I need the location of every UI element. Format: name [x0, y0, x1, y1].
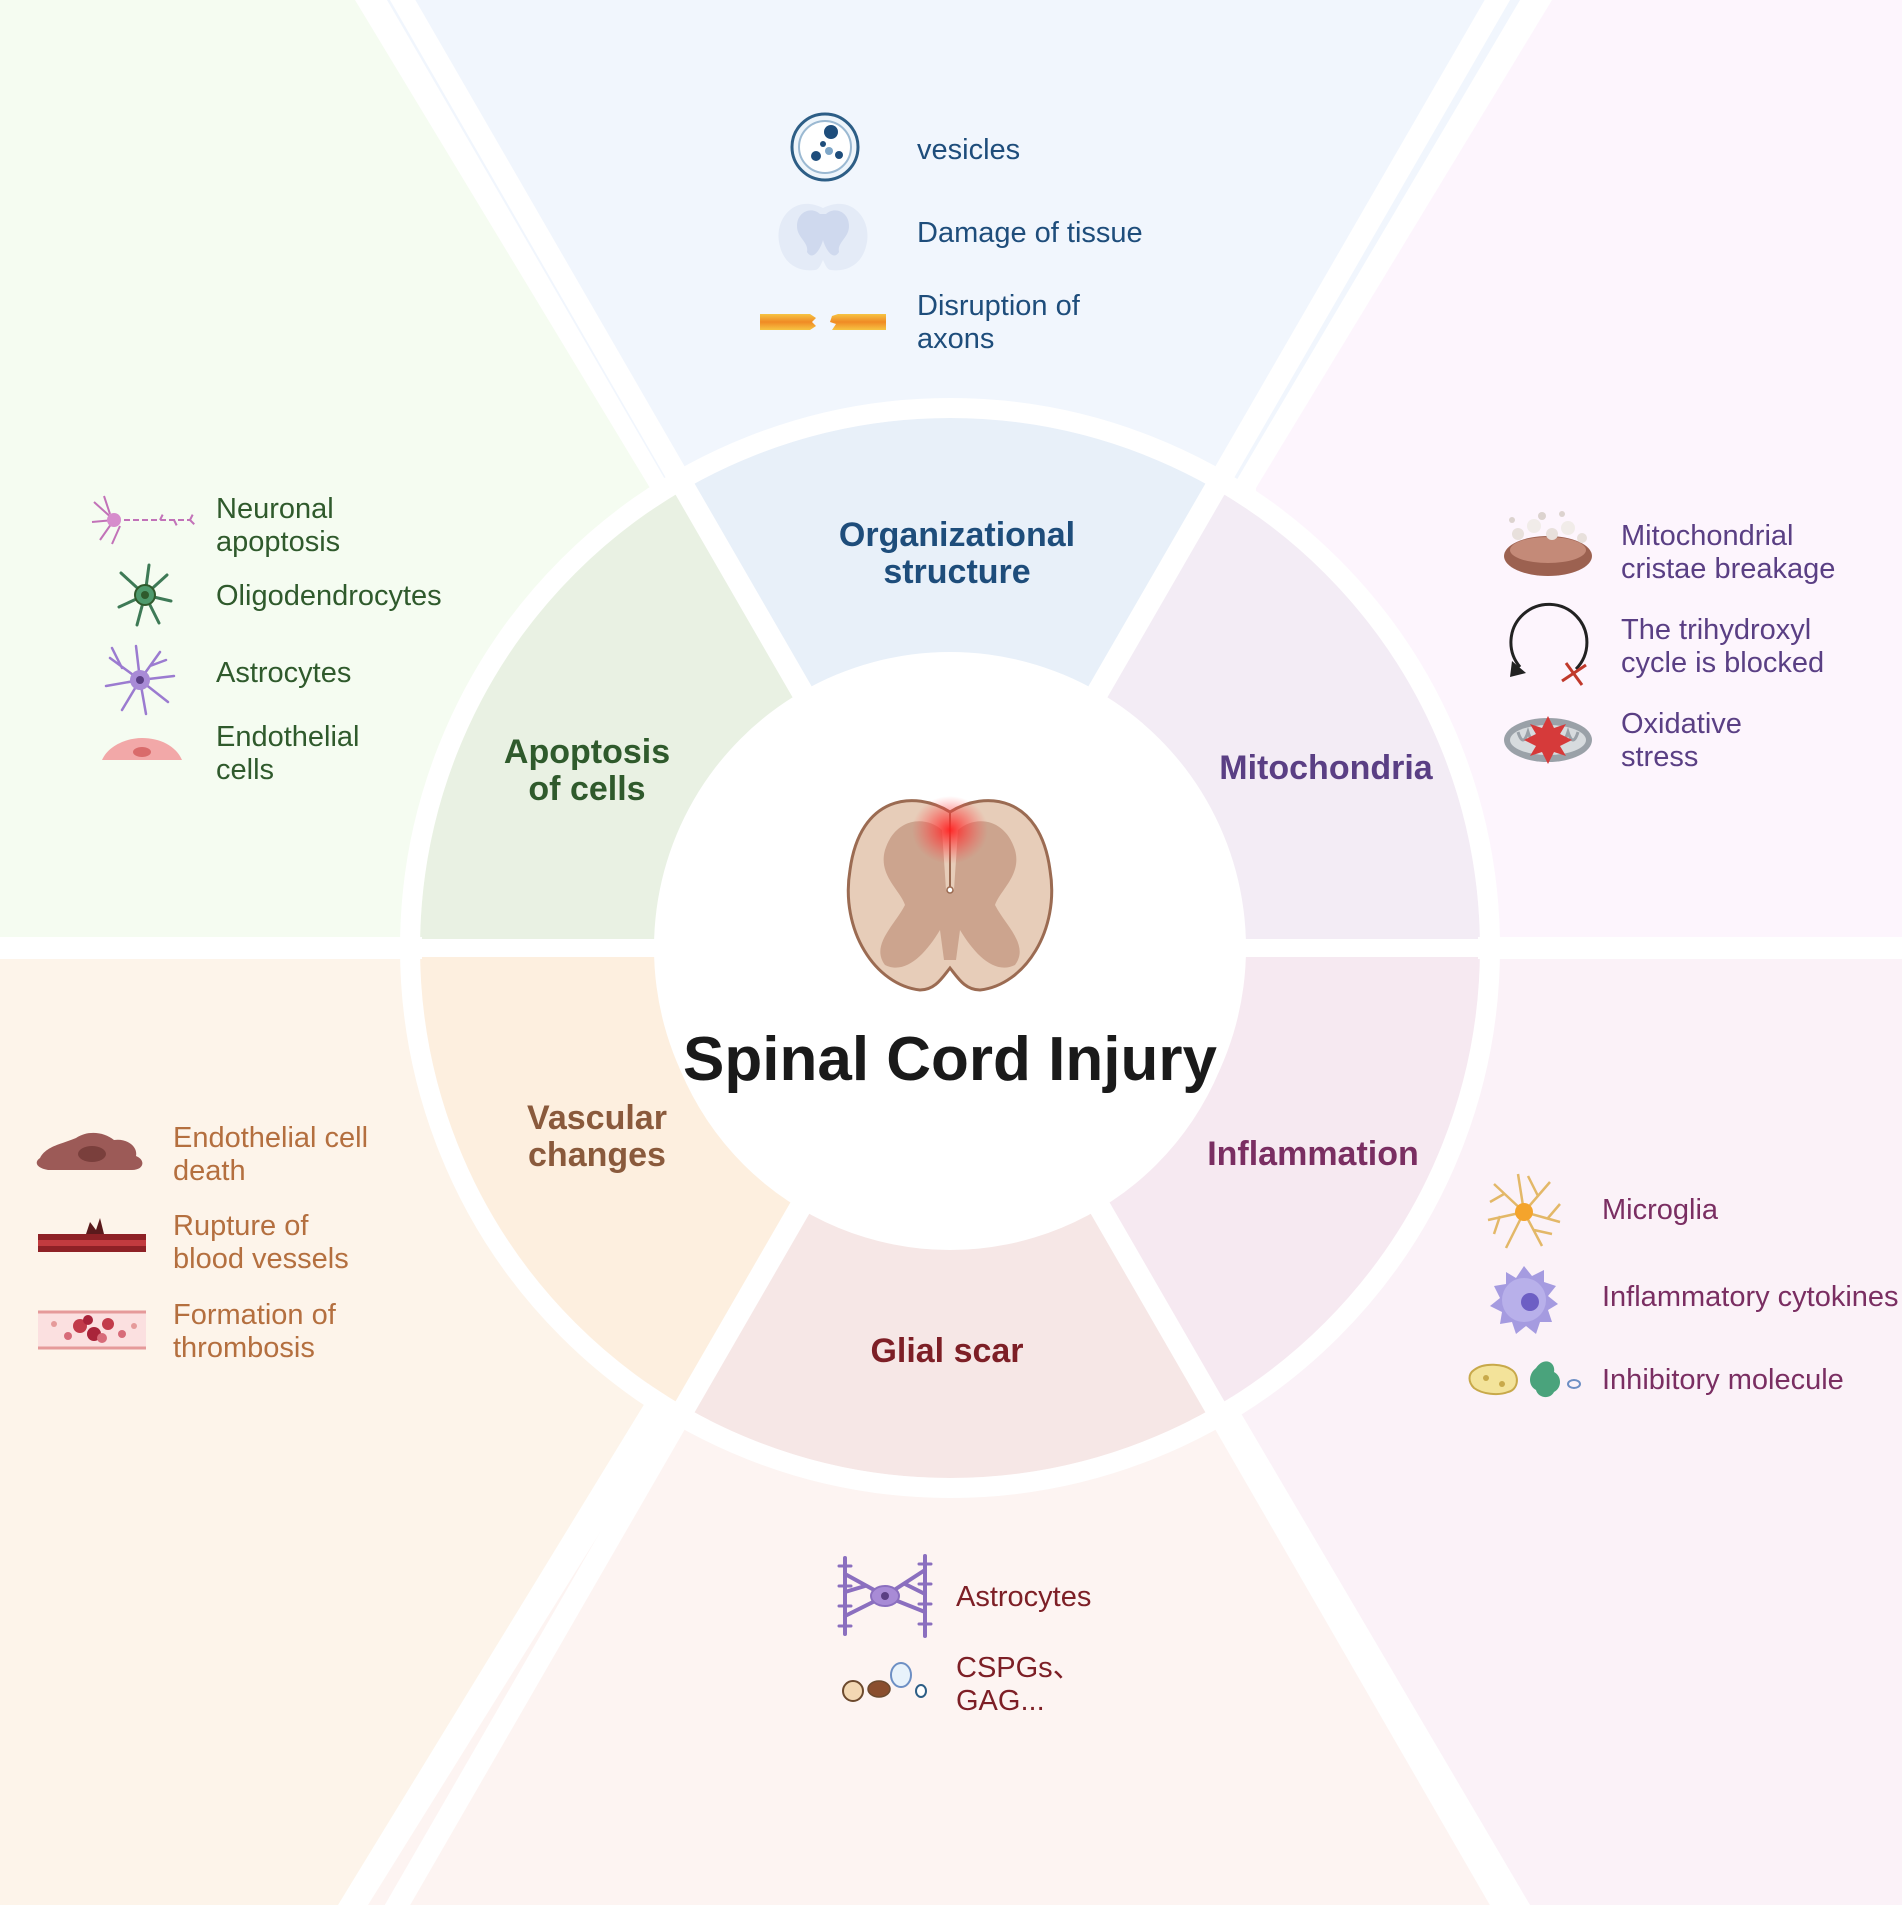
item-label-ros-mitochondrion: stress	[1621, 741, 1698, 773]
item-label-broken-mitochondrion: cristae breakage	[1621, 553, 1835, 585]
item-label-broken-mitochondrion: Mitochondrial	[1621, 520, 1793, 552]
thrombosis-icon	[38, 1310, 146, 1350]
page-title: Spinal Cord Injury	[683, 1025, 1217, 1094]
item-label-scar-astrocyte: Astrocytes	[956, 1581, 1091, 1613]
segment-label-vascular: changes	[528, 1136, 666, 1174]
ring-segments	[420, 417, 1480, 1478]
item-label-oligodendrocyte: Oligodendrocytes	[216, 580, 442, 612]
ring-segment-inflammation	[1098, 948, 1480, 1407]
endothelial-cell-icon	[102, 738, 182, 760]
axon-disruption-icon	[760, 314, 886, 330]
item-label-neuron: Neuronal	[216, 493, 334, 525]
sector-glial-scar	[368, 1420, 1510, 1905]
ring-segment-apoptosis	[420, 489, 802, 948]
ring-segment-glial	[685, 1204, 1215, 1478]
broken-mitochondrion-icon	[1504, 511, 1592, 576]
item-label-cspg-molecule: GAG...	[956, 1685, 1045, 1717]
item-label-endothelial-cell: Endothelial	[216, 721, 360, 753]
tissue-damage-icon	[778, 203, 868, 271]
item-label-neuron: apoptosis	[216, 526, 340, 558]
item-label-ros-mitochondrion: Oxidative	[1621, 708, 1742, 740]
icons	[36, 112, 1592, 1702]
item-label-blocked-cycle: The trihydroxyl	[1621, 614, 1811, 646]
item-label-thrombosis: thrombosis	[173, 1332, 315, 1364]
vesicle-icon	[790, 112, 860, 182]
sector-organizational	[387, 0, 1520, 488]
spinal-cord-icon	[846, 796, 1054, 992]
neuron-icon	[91, 495, 197, 545]
separator-top-right	[1075, 0, 1511, 720]
item-label-dead-endothelial-cell: death	[173, 1155, 246, 1187]
dead-endothelial-cell-icon	[36, 1132, 143, 1170]
segment-label-apoptosis: Apoptosis	[504, 733, 670, 771]
item-label-ruptured-vessel: blood vessels	[173, 1243, 349, 1275]
separator-bottom-right	[1075, 1176, 1516, 1905]
segment-label-vascular: Vascular	[527, 1099, 667, 1137]
segment-label-glial: Glial scar	[870, 1332, 1023, 1370]
ros-mitochondrion-icon	[1504, 716, 1592, 764]
astrocyte-icon	[104, 644, 176, 716]
ring-segment-organizational	[685, 417, 1215, 692]
cytokine-cell-icon	[1490, 1266, 1558, 1334]
scar-astrocyte-icon	[837, 1554, 933, 1638]
item-label-cytokine-cell: Inflammatory cytokines	[1602, 1281, 1899, 1313]
item-label-ruptured-vessel: Rupture of	[173, 1210, 309, 1242]
item-label-thrombosis: Formation of	[173, 1299, 337, 1331]
item-label-axon-disruption: Disruption of	[917, 290, 1081, 322]
ring-outline	[400, 398, 1500, 1498]
item-label-endothelial-cell: cells	[216, 754, 274, 786]
microglia-icon	[1487, 1173, 1561, 1249]
item-label-microglia: Microglia	[1602, 1194, 1719, 1226]
cspg-molecule-icon	[842, 1662, 927, 1702]
item-label-inhibitory-molecule: Inhibitory molecule	[1602, 1364, 1844, 1396]
segment-label-apoptosis: of cells	[528, 770, 645, 808]
item-label-vesicle: vesicles	[917, 134, 1020, 166]
inhibitory-molecule-icon	[1468, 1361, 1581, 1398]
segment-label-mitochondria: Mitochondria	[1219, 749, 1434, 787]
item-label-cspg-molecule: CSPGs、	[956, 1652, 1082, 1684]
item-texts: vesicles Damage of tissue Disruption ofaxo…	[173, 134, 1899, 1717]
segment-label-organizational: structure	[883, 553, 1030, 591]
ring-segment-vascular	[420, 948, 802, 1407]
separator-top-left	[389, 0, 825, 720]
ruptured-vessel-icon	[38, 1218, 146, 1252]
segment-label-organizational: Organizational	[839, 516, 1075, 554]
oligodendrocyte-icon	[117, 563, 173, 627]
item-label-tissue-damage: Damage of tissue	[917, 217, 1143, 249]
item-label-dead-endothelial-cell: Endothelial cell	[173, 1122, 368, 1154]
blocked-cycle-icon	[1509, 602, 1589, 686]
segment-label-inflammation: Inflammation	[1207, 1135, 1419, 1173]
item-label-blocked-cycle: cycle is blocked	[1621, 647, 1824, 679]
item-label-axon-disruption: axons	[917, 323, 994, 355]
ring-segment-mitochondria	[1098, 489, 1480, 948]
separator-bottom-left	[384, 1176, 825, 1905]
item-label-astrocyte: Astrocytes	[216, 657, 351, 689]
